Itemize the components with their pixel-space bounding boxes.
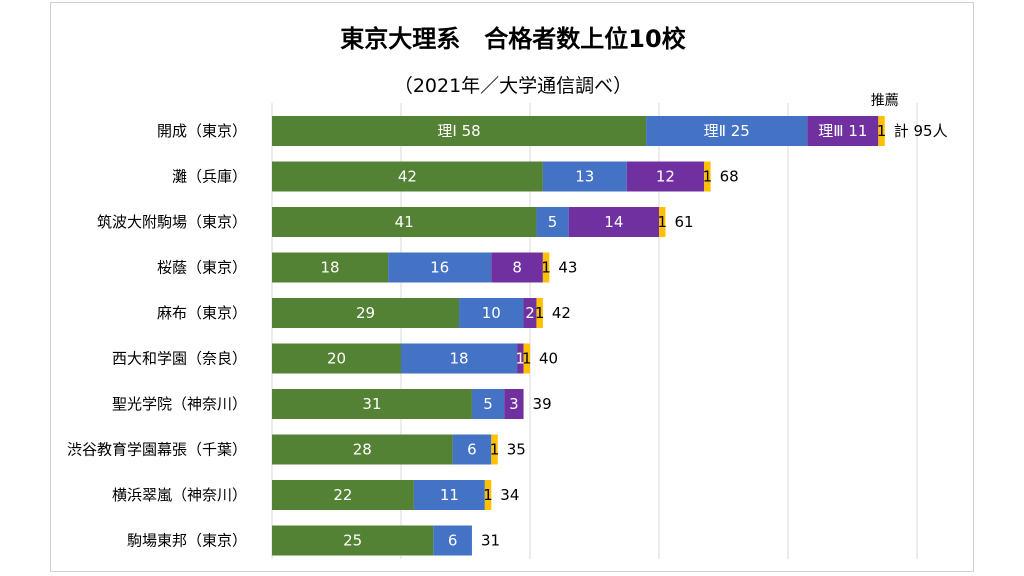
- bar-segment: [626, 161, 705, 192]
- total-label: 43: [558, 259, 577, 277]
- data-label: 28: [353, 441, 372, 459]
- data-label: 6: [448, 532, 458, 550]
- total-label: 68: [720, 168, 739, 186]
- data-label: 3: [509, 395, 519, 413]
- bar-segment: [484, 480, 492, 510]
- bar-segment: [459, 298, 524, 328]
- bar-segment: [491, 434, 498, 465]
- data-label: 2: [525, 304, 535, 322]
- data-label: 1: [522, 350, 532, 368]
- bar-segment: [413, 480, 485, 510]
- data-label: 1: [516, 350, 526, 368]
- data-label: 1: [703, 168, 713, 186]
- bar-segment: [807, 116, 879, 146]
- legend-note: 推薦: [871, 93, 899, 109]
- bar-segment: [491, 252, 543, 283]
- bar-segment: [272, 252, 389, 283]
- bar-segment: [272, 207, 537, 237]
- data-label: 12: [656, 168, 675, 186]
- category-label: 西大和学園（奈良）: [112, 350, 247, 368]
- data-label: 20: [327, 350, 346, 368]
- category-label: 開成（東京）: [157, 122, 247, 140]
- bar-segment: [517, 343, 524, 374]
- data-label: 10: [482, 304, 501, 322]
- data-label: 13: [575, 168, 594, 186]
- bar-segment: [536, 298, 543, 328]
- bar-segment: [388, 252, 492, 283]
- data-label: 8: [512, 259, 522, 277]
- total-label: 34: [500, 486, 519, 504]
- bar-segment: [659, 207, 666, 237]
- bar-segment: [504, 389, 524, 419]
- bar-segment: [272, 161, 543, 192]
- total-label: 40: [539, 350, 558, 368]
- data-label: 31: [362, 395, 381, 413]
- bar-segment: [272, 298, 460, 328]
- data-label: 1: [877, 122, 887, 140]
- bar-segment: [433, 525, 472, 556]
- data-label: 11: [440, 486, 459, 504]
- total-label: 61: [674, 213, 693, 231]
- category-label: 灘（兵庫）: [172, 168, 247, 186]
- data-label: 25: [343, 532, 362, 550]
- data-label: 1: [541, 259, 551, 277]
- data-label: 1: [535, 304, 545, 322]
- total-label: 35: [507, 441, 526, 459]
- category-label: 横浜翠嵐（神奈川）: [112, 486, 247, 504]
- chart-subtitle: （2021年／大学通信調べ）: [393, 75, 633, 97]
- total-label: 39: [533, 395, 552, 413]
- data-label: 理Ⅲ 11: [818, 122, 867, 140]
- category-label: 聖光学院（神奈川）: [112, 395, 247, 413]
- bar-segment: [523, 298, 537, 328]
- data-label: 6: [467, 441, 477, 459]
- chart-frame: 東京大理系 合格者数上位10校 （2021年／大学通信調べ） 推薦開成（東京） 理…: [50, 2, 974, 572]
- bar-segment: [568, 207, 659, 237]
- data-label: 41: [395, 213, 414, 231]
- category-label: 駒場東邦（東京）: [127, 532, 247, 550]
- data-label: 18: [450, 350, 469, 368]
- data-label: 18: [321, 259, 340, 277]
- bar-segment: [272, 480, 414, 510]
- data-label: 5: [548, 213, 558, 231]
- bar-segment: [272, 525, 434, 556]
- data-label: 22: [333, 486, 352, 504]
- total-label: 計 95人: [894, 122, 948, 140]
- data-label: 14: [604, 213, 623, 231]
- category-label: 渋谷教育学園幕張（千葉）: [67, 441, 247, 459]
- bar-segment: [646, 116, 808, 146]
- data-label: 1: [490, 441, 500, 459]
- bar-segment: [704, 161, 711, 192]
- bar-segment: [272, 116, 647, 146]
- bar-segment: [542, 252, 550, 283]
- category-label: 桜蔭（東京）: [157, 259, 247, 277]
- bar-segment: [523, 343, 530, 374]
- chart-title: 東京大理系 合格者数上位10校: [340, 25, 686, 53]
- category-label: 筑波大附駒場（東京）: [97, 213, 247, 231]
- bar-segment: [272, 343, 401, 374]
- bar-segment: [536, 207, 569, 237]
- data-label: 29: [356, 304, 375, 322]
- category-label: 麻布（東京）: [157, 304, 247, 322]
- bar-segment: [272, 434, 453, 465]
- total-label: 42: [552, 304, 571, 322]
- data-label: 42: [398, 168, 417, 186]
- bar-segment: [542, 161, 627, 192]
- data-label: 理Ⅱ 25: [704, 122, 750, 140]
- bar-segment: [878, 116, 885, 146]
- data-label: 理Ⅰ 58: [437, 122, 480, 140]
- data-label: 16: [430, 259, 449, 277]
- data-label: 1: [483, 486, 493, 504]
- bar-segment: [272, 389, 472, 419]
- data-label: 5: [483, 395, 493, 413]
- bar-segment: [401, 343, 518, 374]
- total-label: 31: [481, 532, 500, 550]
- bar-segment: [471, 389, 505, 419]
- bar-segment: [452, 434, 492, 465]
- data-label: 1: [657, 213, 667, 231]
